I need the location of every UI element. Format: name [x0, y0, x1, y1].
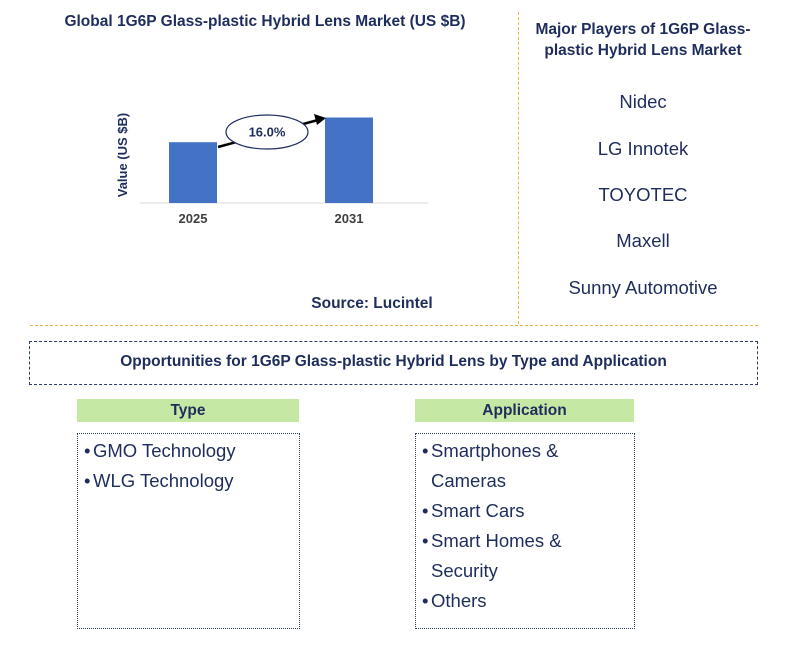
y-axis-label: Value (US $B) [115, 113, 130, 198]
application-item: • Smart Homes & Security [416, 526, 591, 586]
opportunities-title: Opportunities for 1G6P Glass-plastic Hyb… [120, 353, 667, 370]
bar-2031 [325, 117, 373, 203]
bullet: • [422, 590, 429, 611]
player-item: Maxell [616, 230, 670, 251]
bar-chart: Value (US $B) 2025 2031 16.0% [115, 113, 428, 226]
cagr-bubble [225, 114, 309, 150]
vertical-divider [518, 12, 519, 324]
application-list-box: • Smartphones & Cameras • Smart Cars • Smar… [415, 433, 635, 629]
horizontal-divider [30, 325, 758, 326]
bullet: • [422, 530, 429, 551]
type-item: • WLG Technology [78, 466, 299, 496]
x-tick-label: 2031 [335, 211, 364, 226]
application-item: • Smart Cars [416, 496, 634, 526]
type-list-box: • GMO Technology • WLG Technology [77, 433, 300, 629]
bullet: • [84, 470, 91, 491]
type-header: Type [77, 399, 299, 422]
application-item: • Smartphones & Cameras [416, 436, 591, 496]
chart-title: Global 1G6P Glass-plastic Hybrid Lens Ma… [64, 13, 466, 30]
players-title: Major Players of 1G6P Glass-plastic Hybr… [535, 21, 751, 59]
bar-2025 [169, 142, 217, 203]
growth-arrowhead [314, 114, 326, 125]
source-label: Source: Lucintel [311, 295, 433, 312]
type-item: • GMO Technology [78, 436, 299, 466]
application-item: • Others [416, 586, 634, 616]
player-item: Nidec [619, 91, 667, 112]
x-tick-label: 2025 [179, 211, 208, 226]
cagr-label: 16.0% [249, 125, 286, 140]
application-header: Application [415, 399, 634, 422]
bullet: • [84, 440, 91, 461]
player-item: LG Innotek [597, 138, 689, 159]
opportunities-banner [29, 341, 758, 385]
player-item: TOYOTEC [598, 184, 688, 205]
player-item: Sunny Automotive [568, 277, 718, 298]
bullet: • [422, 500, 429, 521]
bullet: • [422, 440, 429, 461]
